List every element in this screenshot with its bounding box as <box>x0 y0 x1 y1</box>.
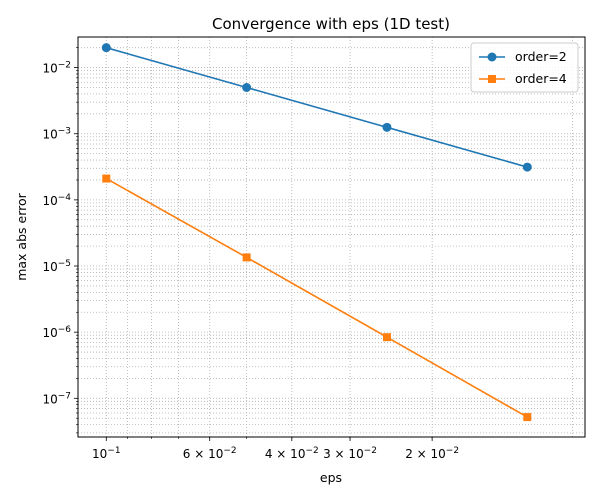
x-tick-base: 6 × 10 <box>183 447 224 461</box>
y-tick-label: 10−7 <box>42 391 71 406</box>
y-tick-exponent: −6 <box>58 325 72 335</box>
y-tick-exponent: −4 <box>58 193 72 203</box>
y-tick-base: 10 <box>42 260 57 274</box>
legend-label: order=4 <box>515 71 567 86</box>
data-point <box>382 122 392 132</box>
y-tick-label: 10−3 <box>42 127 71 142</box>
series-line <box>106 46 528 168</box>
y-tick-base: 10 <box>42 194 57 208</box>
data-point <box>242 82 252 92</box>
series-line <box>105 177 528 418</box>
chart-title: Convergence with eps (1D test) <box>212 15 450 33</box>
x-tick-exponent: −2 <box>305 446 318 456</box>
legend-marker <box>488 75 496 83</box>
y-tick-base: 10 <box>42 128 57 142</box>
x-tick-exponent: −2 <box>364 446 377 456</box>
y-tick-label: 10−4 <box>42 193 71 208</box>
legend-label: order=2 <box>515 49 567 64</box>
y-tick-label: 10−5 <box>42 259 71 274</box>
legend: order=2 order=4 <box>470 42 579 93</box>
data-point <box>523 413 532 422</box>
x-tick-label: 3 × 10−2 <box>323 446 377 461</box>
x-tick-base: 10 <box>92 447 107 461</box>
plot-frame <box>77 36 586 438</box>
y-tick-base: 10 <box>42 62 57 76</box>
x-tick-label: 10−1 <box>92 446 121 461</box>
x-tick-label: 4 × 10−2 <box>265 446 319 461</box>
x-tick-base: 4 × 10 <box>265 447 306 461</box>
y-tick-label: 10−6 <box>42 325 71 340</box>
x-tick-exponent: −2 <box>446 446 459 456</box>
x-tick-exponent: −1 <box>107 446 120 456</box>
ticks: 10−1 6 × 10−2 4 × 10−2 3 × 10−2 2 × 10−210−2… <box>42 47 459 461</box>
y-tick-exponent: −5 <box>58 259 71 269</box>
data-point <box>382 333 391 342</box>
legend-marker <box>487 52 497 62</box>
y-tick-exponent: −7 <box>58 391 71 401</box>
data-point <box>102 174 111 183</box>
data-point <box>522 162 532 172</box>
y-axis-label: max abs error <box>14 192 29 280</box>
x-tick-exponent: −2 <box>223 446 236 456</box>
y-tick-base: 10 <box>42 326 57 340</box>
y-tick-label: 10−2 <box>42 61 71 76</box>
y-tick-exponent: −2 <box>58 61 71 71</box>
series-layer <box>101 43 532 422</box>
y-tick-base: 10 <box>42 392 57 406</box>
x-tick-label: 6 × 10−2 <box>183 446 237 461</box>
y-tick-exponent: −3 <box>58 127 71 137</box>
grid <box>78 37 585 437</box>
data-point <box>242 253 251 262</box>
x-axis-label: eps <box>320 470 342 485</box>
x-tick-label: 2 × 10−2 <box>405 446 459 461</box>
plot-area <box>78 37 585 437</box>
x-tick-base: 3 × 10 <box>323 447 364 461</box>
x-tick-base: 2 × 10 <box>405 447 446 461</box>
data-point <box>101 43 111 53</box>
